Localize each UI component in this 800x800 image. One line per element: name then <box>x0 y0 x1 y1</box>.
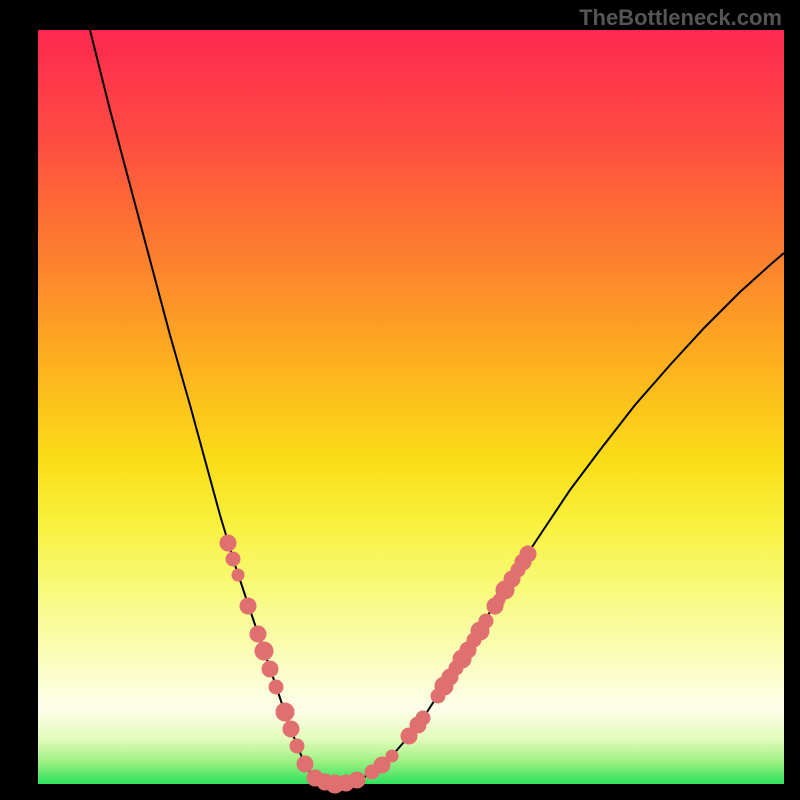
v-curve <box>90 30 784 784</box>
data-marker <box>255 642 273 660</box>
data-marker <box>520 546 536 562</box>
watermark-text: TheBottleneck.com <box>579 5 782 31</box>
data-marker <box>240 598 256 614</box>
data-marker <box>232 569 244 581</box>
data-marker <box>297 756 313 772</box>
data-marker <box>250 626 266 642</box>
data-marker <box>290 739 304 753</box>
data-marker <box>416 711 430 725</box>
data-marker <box>349 772 365 788</box>
data-marker <box>226 552 240 566</box>
data-marker <box>269 680 283 694</box>
chart-svg-layer <box>0 0 800 800</box>
data-marker <box>262 661 278 677</box>
data-marker <box>386 750 398 762</box>
data-marker <box>276 703 294 721</box>
data-marker <box>283 721 299 737</box>
data-marker <box>220 535 236 551</box>
data-marker <box>479 614 493 628</box>
